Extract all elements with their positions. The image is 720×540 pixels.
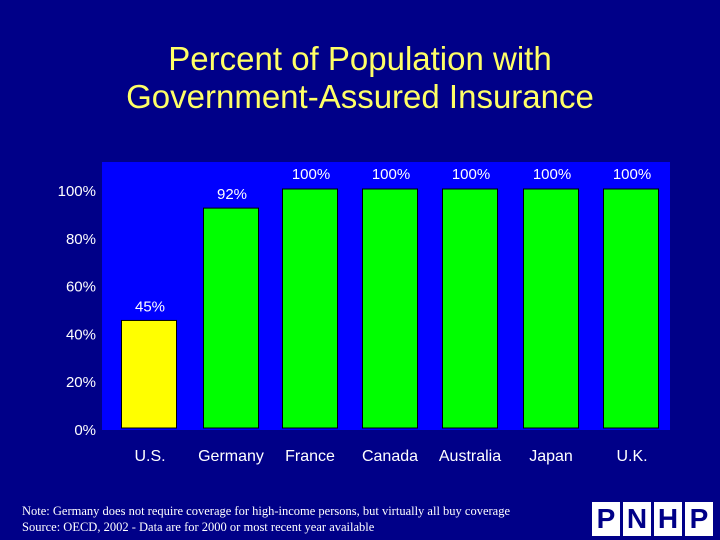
y-tick-label: 80% [66, 231, 96, 248]
x-tick-label: Australia [439, 448, 501, 465]
chart-title-line-2: Government-Assured Insurance [126, 78, 594, 115]
bar-us [121, 319, 177, 429]
logo-letter: P [685, 502, 713, 536]
y-tick-label: 20% [66, 374, 96, 391]
x-tick-label: Japan [529, 448, 573, 465]
x-tick-label: Germany [198, 448, 264, 465]
bar-canada [362, 188, 418, 429]
data-label: 92% [217, 186, 247, 203]
bar-france [282, 188, 338, 429]
y-tick-label: 40% [66, 326, 96, 343]
data-label: 100% [613, 166, 651, 183]
logo-letter: N [623, 502, 651, 536]
pnhp-logo: P N H P [592, 502, 713, 536]
bar-germany [203, 207, 259, 429]
data-label: 45% [135, 298, 165, 315]
data-label: 100% [292, 166, 330, 183]
bar-uk [603, 188, 659, 429]
chart-title-line-1: Percent of Population with [168, 40, 552, 77]
y-tick-label: 100% [58, 183, 96, 200]
chart-title: Percent of Population with Government-As… [0, 40, 720, 116]
x-tick-label: France [285, 448, 335, 465]
footnote: Note: Germany does not require coverage … [22, 503, 510, 535]
data-label: 100% [372, 166, 410, 183]
bar-japan [523, 188, 579, 429]
data-label: 100% [452, 166, 490, 183]
footnote-source: Source: OECD, 2002 - Data are for 2000 o… [22, 520, 375, 534]
x-tick-label: U.K. [616, 448, 647, 465]
y-tick-label: 60% [66, 279, 96, 296]
y-tick-label: 0% [74, 422, 96, 439]
logo-letter: H [654, 502, 682, 536]
logo-letter: P [592, 502, 620, 536]
footnote-note: Note: Germany does not require coverage … [22, 504, 511, 518]
x-tick-label: Canada [362, 448, 418, 465]
x-tick-label: U.S. [134, 448, 165, 465]
data-label: 100% [533, 166, 571, 183]
bar-australia [442, 188, 498, 429]
